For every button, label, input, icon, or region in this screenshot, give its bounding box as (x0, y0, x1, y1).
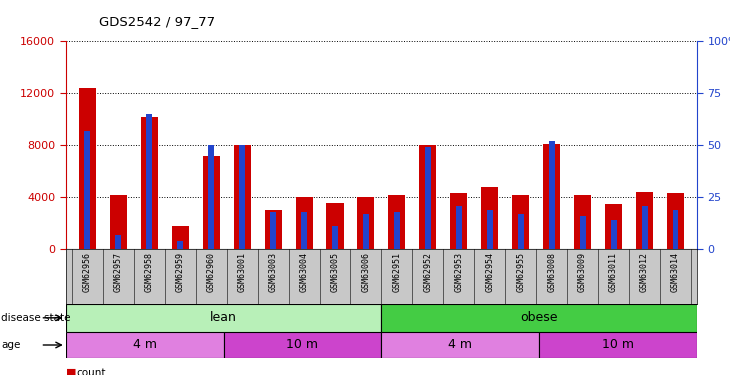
Bar (172, 226, 189, 249)
Bar (419, 145, 437, 249)
Bar (223, 332, 381, 358)
Text: GSM62959: GSM62959 (176, 252, 185, 292)
Text: 10 m: 10 m (286, 339, 318, 351)
Bar (203, 156, 220, 249)
Bar (115, 235, 121, 249)
Bar (66, 304, 381, 332)
Bar (234, 145, 250, 249)
Bar (580, 216, 585, 249)
Text: ■: ■ (66, 368, 76, 375)
Text: GSM63012: GSM63012 (640, 252, 649, 292)
Text: GSM62952: GSM62952 (423, 252, 432, 292)
Bar (79, 88, 96, 249)
Bar (141, 117, 158, 249)
Text: GSM62956: GSM62956 (83, 252, 92, 292)
Bar (264, 210, 282, 249)
Bar (481, 187, 499, 249)
Text: GSM62960: GSM62960 (207, 252, 215, 292)
Bar (456, 206, 462, 249)
Bar (512, 195, 529, 249)
Text: GSM63014: GSM63014 (671, 252, 680, 292)
Bar (539, 332, 697, 358)
Bar (610, 220, 617, 249)
Text: GSM62953: GSM62953 (454, 252, 464, 292)
Bar (85, 131, 91, 249)
Bar (110, 195, 127, 249)
Bar (326, 202, 344, 249)
Bar (381, 332, 539, 358)
Bar (208, 145, 214, 249)
Bar (667, 194, 684, 249)
Bar (574, 195, 591, 249)
Text: GSM62955: GSM62955 (516, 252, 525, 292)
Text: GSM63006: GSM63006 (361, 252, 370, 292)
Bar (487, 210, 493, 249)
Bar (636, 192, 653, 249)
Bar (358, 197, 374, 249)
Bar (388, 195, 405, 249)
Text: lean: lean (210, 311, 237, 324)
Bar (363, 214, 369, 249)
Text: GSM63009: GSM63009 (578, 252, 587, 292)
Text: GSM62957: GSM62957 (114, 252, 123, 292)
Text: 4 m: 4 m (133, 339, 157, 351)
Text: obese: obese (520, 311, 558, 324)
Bar (450, 194, 467, 249)
Bar (381, 304, 697, 332)
Text: GSM62954: GSM62954 (485, 252, 494, 292)
Text: GDS2542 / 97_77: GDS2542 / 97_77 (99, 15, 215, 28)
Bar (642, 206, 648, 249)
Text: GSM63005: GSM63005 (331, 252, 339, 292)
Bar (425, 147, 431, 249)
Bar (672, 210, 678, 249)
Bar (66, 332, 223, 358)
Text: count: count (77, 368, 106, 375)
Bar (518, 214, 523, 249)
Text: GSM63008: GSM63008 (548, 252, 556, 292)
Bar (605, 204, 622, 249)
Text: GSM63001: GSM63001 (238, 252, 247, 292)
Text: GSM63003: GSM63003 (269, 252, 277, 292)
Bar (549, 141, 555, 249)
Text: age: age (1, 340, 21, 350)
Bar (394, 212, 400, 249)
Bar (239, 145, 245, 249)
Bar (177, 241, 183, 249)
Text: GSM63004: GSM63004 (299, 252, 309, 292)
Bar (296, 197, 312, 249)
Text: GSM63011: GSM63011 (609, 252, 618, 292)
Text: 10 m: 10 m (602, 339, 634, 351)
Text: GSM62958: GSM62958 (145, 252, 154, 292)
Text: GSM62951: GSM62951 (393, 252, 402, 292)
Bar (270, 212, 276, 249)
Bar (332, 226, 338, 249)
Text: 4 m: 4 m (448, 339, 472, 351)
Bar (146, 114, 153, 249)
Bar (301, 212, 307, 249)
Text: disease state: disease state (1, 313, 71, 323)
Bar (543, 144, 560, 249)
